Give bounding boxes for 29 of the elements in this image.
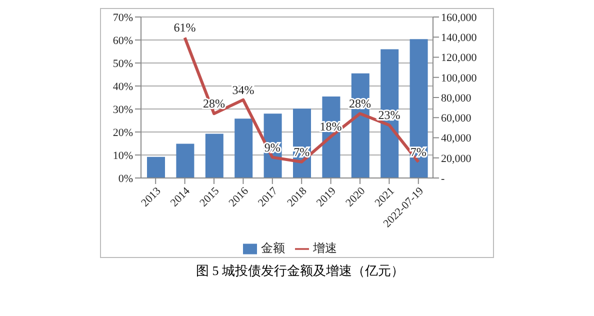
data-label: 61% [174, 20, 196, 35]
y2-tick-label: 100,000 [441, 72, 478, 84]
bar [147, 156, 165, 178]
y2-tick-label: 20,000 [441, 152, 472, 165]
text: 图 5 城投债发行金额及增速（亿元） [195, 262, 405, 280]
y-tick-label: 0% [118, 172, 133, 185]
y2-tick-label: 80,000 [441, 92, 472, 104]
y-tick-label: 40% [112, 80, 133, 93]
y2-tick-label: 140,000 [441, 32, 478, 44]
y2-tick-label: 120,000 [441, 52, 478, 64]
y2-tick-label: 160,000 [441, 12, 478, 24]
data-label: 7% [294, 144, 310, 159]
y-tick-label: 20% [112, 126, 133, 139]
y-tick-label: 50% [112, 58, 133, 70]
data-label: 7% [410, 144, 426, 159]
data-label: 34% [232, 82, 254, 97]
legend-label: 金额 [261, 241, 285, 255]
bar [410, 39, 428, 178]
y2-tick-label: - [441, 172, 445, 185]
y-tick-label: 60% [112, 34, 133, 47]
y2-tick-label: 60,000 [441, 112, 472, 125]
y-tick-label: 30% [112, 104, 133, 116]
bar [176, 144, 194, 178]
y-tick-label: 10% [112, 150, 133, 162]
bar [234, 118, 253, 178]
y-tick-label: 70% [112, 12, 133, 24]
y2-tick-label: 40,000 [441, 132, 472, 145]
bar [205, 134, 224, 178]
legend-label: 增速 [313, 241, 337, 255]
